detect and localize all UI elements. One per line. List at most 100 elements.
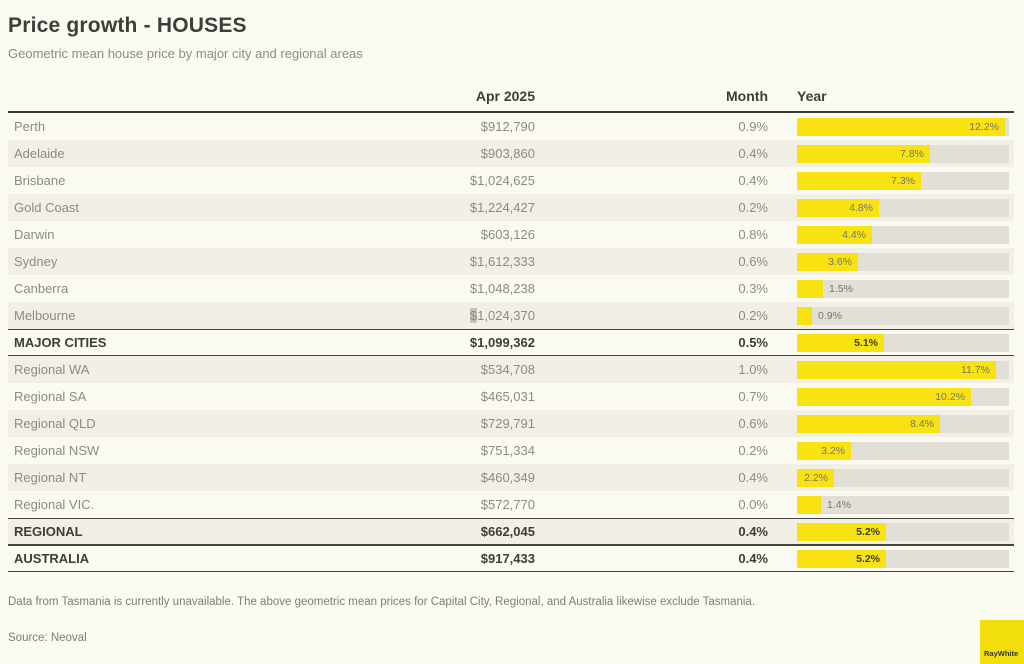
year-bar	[797, 252, 858, 271]
col-header-year: Year	[797, 88, 827, 104]
year-bar	[797, 306, 812, 325]
year-bar-track: 7.3%	[797, 171, 1009, 190]
month-change: 0.0%	[738, 497, 768, 512]
year-bar-track: 8.4%	[797, 414, 1009, 433]
table-row: MAJOR CITIES $1,099,362 0.5% 5.1%	[8, 329, 1014, 356]
month-change: 0.4%	[738, 146, 768, 161]
raywhite-logo-wordmark: RayWhite	[984, 649, 1019, 658]
row-label: Melbourne	[14, 308, 76, 323]
year-change-label: 1.4%	[827, 498, 851, 511]
year-bar-track: 0.9%	[797, 306, 1009, 325]
price-value: $1,224,427	[469, 200, 535, 215]
year-bar-track: 11.7%	[797, 360, 1009, 379]
year-change-label: 11.7%	[961, 363, 990, 376]
row-label: Regional SA	[14, 389, 87, 404]
month-change: 0.4%	[738, 551, 768, 566]
price-value: $1,048,238	[469, 281, 535, 296]
year-bar	[797, 117, 1005, 136]
table-row: Regional NT $460,349 0.4% 2.2%	[8, 464, 1014, 491]
price-value: $903,860	[480, 146, 535, 161]
table-row: Regional SA $465,031 0.7% 10.2%	[8, 383, 1014, 410]
price-value: $662,045	[480, 524, 535, 539]
price-value: $912,790	[480, 119, 535, 134]
price-value: $751,334	[480, 443, 535, 458]
price-value: $729,791	[480, 416, 535, 431]
price-value: $1,099,362	[469, 335, 535, 350]
table-row: AUSTRALIA $917,433 0.4% 5.2%	[8, 545, 1014, 572]
year-bar	[797, 171, 921, 190]
year-bar	[797, 333, 884, 352]
year-bar	[797, 360, 996, 379]
table-row: REGIONAL $662,045 0.4% 5.2%	[8, 518, 1014, 545]
price-value: $465,031	[480, 389, 535, 404]
row-label: Adelaide	[14, 146, 65, 161]
year-bar-track: 1.4%	[797, 495, 1009, 514]
price-value: $1,612,333	[469, 254, 535, 269]
month-change: 0.2%	[738, 308, 768, 323]
year-bar	[797, 198, 879, 217]
year-change-label: 3.6%	[828, 255, 852, 268]
month-change: 0.2%	[738, 200, 768, 215]
source-note: Source: Neoval	[8, 632, 87, 644]
row-label: MAJOR CITIES	[14, 335, 107, 350]
year-bar-track: 7.8%	[797, 144, 1009, 163]
year-change-label: 7.3%	[891, 174, 915, 187]
row-label: Gold Coast	[14, 200, 80, 215]
price-table: Apr 2025 Month Year Perth $912,790 0.9% 12.…	[8, 88, 1014, 572]
month-change: 0.2%	[738, 443, 768, 458]
year-change-label: 1.5%	[829, 282, 853, 295]
year-bar-track: 5.1%	[797, 333, 1009, 352]
row-label: Sydney	[14, 254, 58, 269]
price-value: $603,126	[480, 227, 535, 242]
year-change-label: 5.1%	[854, 336, 878, 349]
year-change-label: 4.8%	[849, 201, 873, 214]
year-change-label: 7.8%	[900, 147, 924, 160]
table-row: Darwin $603,126 0.8% 4.4%	[8, 221, 1014, 248]
table-row: Regional WA $534,708 1.0% 11.7%	[8, 356, 1014, 383]
year-bar-track: 5.2%	[797, 549, 1009, 568]
year-change-label: 5.2%	[856, 525, 880, 538]
year-bar	[797, 549, 886, 568]
table-row: Gold Coast $1,224,427 0.2% 4.8%	[8, 194, 1014, 221]
col-header-apr-2025: Apr 2025	[475, 88, 535, 104]
year-change-label: 2.2%	[804, 471, 828, 484]
year-bar-track: 1.5%	[797, 279, 1009, 298]
col-header-month: Month	[726, 88, 768, 104]
row-label: Canberra	[14, 281, 69, 296]
footnote: Data from Tasmania is currently unavaila…	[8, 596, 756, 608]
year-bar-track: 3.2%	[797, 441, 1009, 460]
row-label: Perth	[14, 119, 46, 134]
selected-text: $	[469, 308, 478, 323]
year-change-label: 3.2%	[821, 444, 845, 457]
table-row: Regional QLD $729,791 0.6% 8.4%	[8, 410, 1014, 437]
row-label: Regional WA	[14, 362, 90, 377]
year-bar	[797, 414, 940, 433]
price-value: $572,770	[480, 497, 535, 512]
year-bar-track: 4.4%	[797, 225, 1009, 244]
raywhite-logo: RayWhite	[980, 620, 1024, 664]
year-bar	[797, 144, 930, 163]
year-bar-track: 2.2%	[797, 468, 1009, 487]
month-change: 0.8%	[738, 227, 768, 242]
year-bar-track: 10.2%	[797, 387, 1009, 406]
table-row: Canberra $1,048,238 0.3% 1.5%	[8, 275, 1014, 302]
table-body: Perth $912,790 0.9% 12.2% Adelaide $903,860 0.…	[8, 113, 1014, 572]
price-value: $1,024,625	[469, 173, 535, 188]
row-label: AUSTRALIA	[14, 551, 90, 566]
year-bar	[797, 279, 823, 298]
year-change-label: 8.4%	[910, 417, 934, 430]
year-bar	[797, 441, 851, 460]
row-label: REGIONAL	[14, 524, 83, 539]
row-label: Brisbane	[14, 173, 66, 188]
month-change: 0.4%	[738, 524, 768, 539]
month-change: 0.6%	[738, 416, 768, 431]
year-bar	[797, 387, 971, 406]
year-change-label: 0.9%	[818, 309, 842, 322]
price-value: $460,349	[480, 470, 535, 485]
year-change-label: 12.2%	[969, 120, 999, 133]
table-row: Regional NSW $751,334 0.2% 3.2%	[8, 437, 1014, 464]
year-change-label: 10.2%	[935, 390, 965, 403]
page-title: Price growth - HOUSES	[8, 14, 247, 37]
year-bar	[797, 495, 821, 514]
year-bar-track: 12.2%	[797, 117, 1009, 136]
